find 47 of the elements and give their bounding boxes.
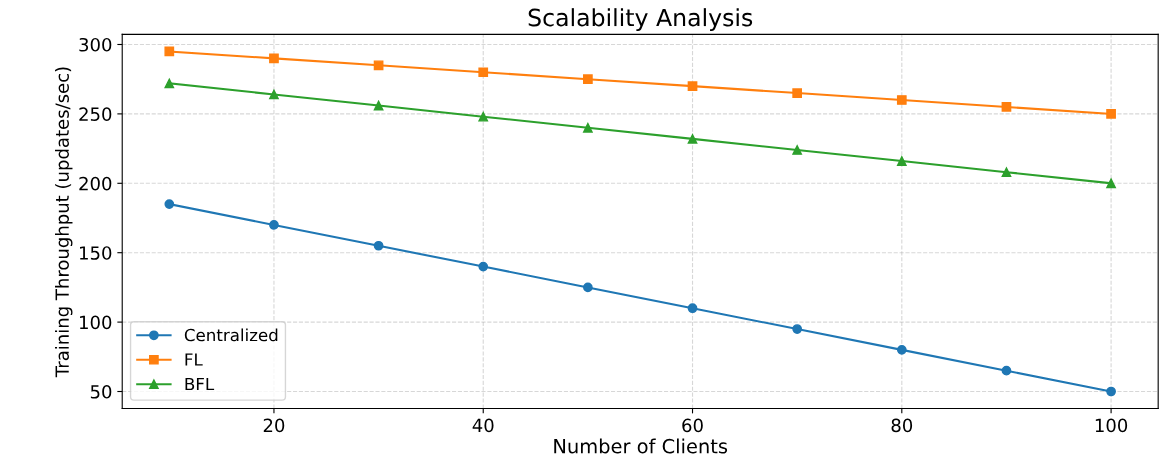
point [373, 60, 384, 71]
x-tick-label: 20 [263, 418, 285, 433]
point [583, 74, 593, 85]
y-tick-label: 200 [79, 176, 112, 191]
point [1106, 386, 1116, 397]
point [373, 100, 384, 111]
point [269, 220, 279, 230]
y-tick-label: 250 [79, 107, 112, 122]
chart-title: Scalability Analysis [528, 8, 753, 31]
x-tick-label: 60 [682, 418, 703, 433]
point [896, 345, 907, 355]
point [687, 303, 698, 314]
point [1001, 102, 1012, 112]
y-tick-label: 100 [80, 315, 112, 330]
point [896, 156, 907, 166]
legend-label: FL [185, 353, 203, 366]
point [373, 240, 384, 251]
y-tick-label: 50 [90, 384, 112, 399]
legend-label: Centralized [184, 328, 278, 342]
point [1001, 167, 1012, 178]
point [896, 95, 907, 105]
y-tick-label: 300 [79, 37, 112, 52]
y-tick-label: 150 [80, 246, 112, 260]
point [269, 53, 279, 64]
point [478, 111, 489, 122]
point [583, 282, 593, 293]
point [1106, 109, 1116, 119]
point [478, 261, 489, 272]
point [583, 122, 593, 133]
x-axis-title: Number of Clients [554, 438, 728, 454]
x-tick-label: 40 [472, 418, 494, 433]
point [687, 134, 698, 144]
point [1106, 178, 1116, 189]
point [687, 81, 698, 91]
point [164, 46, 175, 57]
point [269, 89, 279, 100]
legend-label: BFL [185, 377, 215, 391]
x-tick-label: 100 [1095, 418, 1128, 433]
point [792, 145, 803, 155]
point [478, 67, 489, 78]
point [164, 199, 175, 209]
y-axis-title: Training Throughput (updates/sec) [55, 67, 73, 378]
point [792, 88, 803, 98]
point [164, 78, 175, 89]
point [1001, 365, 1012, 376]
x-tick-label: 80 [891, 418, 913, 433]
point [792, 324, 803, 334]
